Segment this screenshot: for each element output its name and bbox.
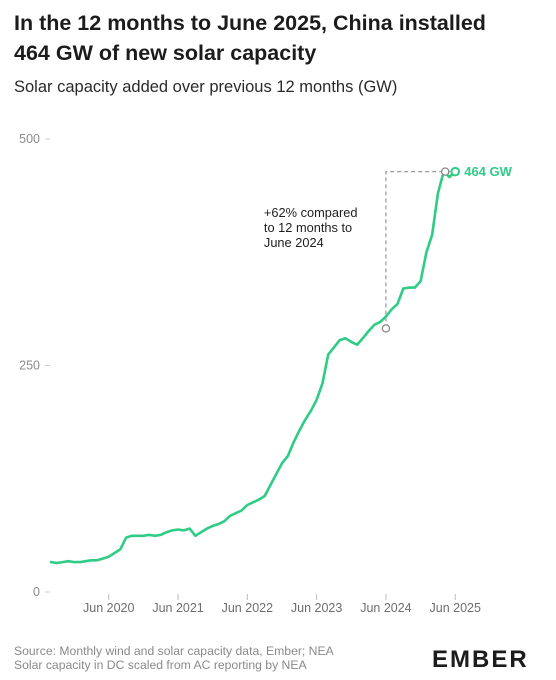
y-tick-label: 250 xyxy=(19,359,40,373)
source-note: Source: Monthly wind and solar capacity … xyxy=(14,644,394,672)
ember-logo: EMBER xyxy=(432,646,529,673)
x-axis: Jun 2020 Jun 2021 Jun 2022 Jun 2023 Jun 2024… xyxy=(83,594,481,615)
x-tick-label: Jun 2025 xyxy=(430,601,481,615)
annotations: +62% compared to 12 months to June 2024 xyxy=(264,171,456,333)
comparison-dashed-line xyxy=(385,171,456,329)
x-tick-label: Jun 2023 xyxy=(291,601,342,615)
y-tick-label: 0 xyxy=(33,585,40,599)
comparison-annotation-line: to 12 months to xyxy=(264,220,352,235)
latest-value-marker xyxy=(450,166,461,177)
series-layer xyxy=(49,170,457,565)
comparison-annotation-line: +62% compared xyxy=(264,205,358,220)
chart-title-line-1: In the 12 months to June 2025, China ins… xyxy=(14,11,486,35)
previous-year-marker xyxy=(440,167,450,176)
solar-capacity-line xyxy=(49,170,457,565)
x-tick-label: Jun 2022 xyxy=(222,601,273,615)
x-tick-label: Jun 2024 xyxy=(360,601,411,615)
comparison-annotation: +62% compared to 12 months to June 2024 xyxy=(264,205,358,250)
source-line-2: Solar capacity in DC scaled from AC repo… xyxy=(14,658,307,672)
chart-title-line-2: 464 GW of new solar capacity xyxy=(14,41,317,65)
comparison-annotation-line: June 2024 xyxy=(264,235,324,250)
chart-subtitle: Solar capacity added over previous 12 mo… xyxy=(14,78,398,96)
x-tick-label: Jun 2020 xyxy=(83,601,134,615)
y-axis: 0 250 500 xyxy=(19,132,50,599)
chart-title: In the 12 months to June 2025, China ins… xyxy=(14,8,544,68)
y-tick-label: 500 xyxy=(19,132,40,146)
comparison-marker-june-2024 xyxy=(381,324,391,333)
line-chart: 0 250 500 Jun 2020 Jun 2021 Jun 2022 Jun 2023… xyxy=(19,132,513,615)
source-line-1: Source: Monthly wind and solar capacity … xyxy=(14,644,334,658)
x-tick-label: Jun 2021 xyxy=(152,601,203,615)
callout-labels: 464 GW xyxy=(440,164,513,179)
latest-value-label: 464 GW xyxy=(464,164,512,179)
